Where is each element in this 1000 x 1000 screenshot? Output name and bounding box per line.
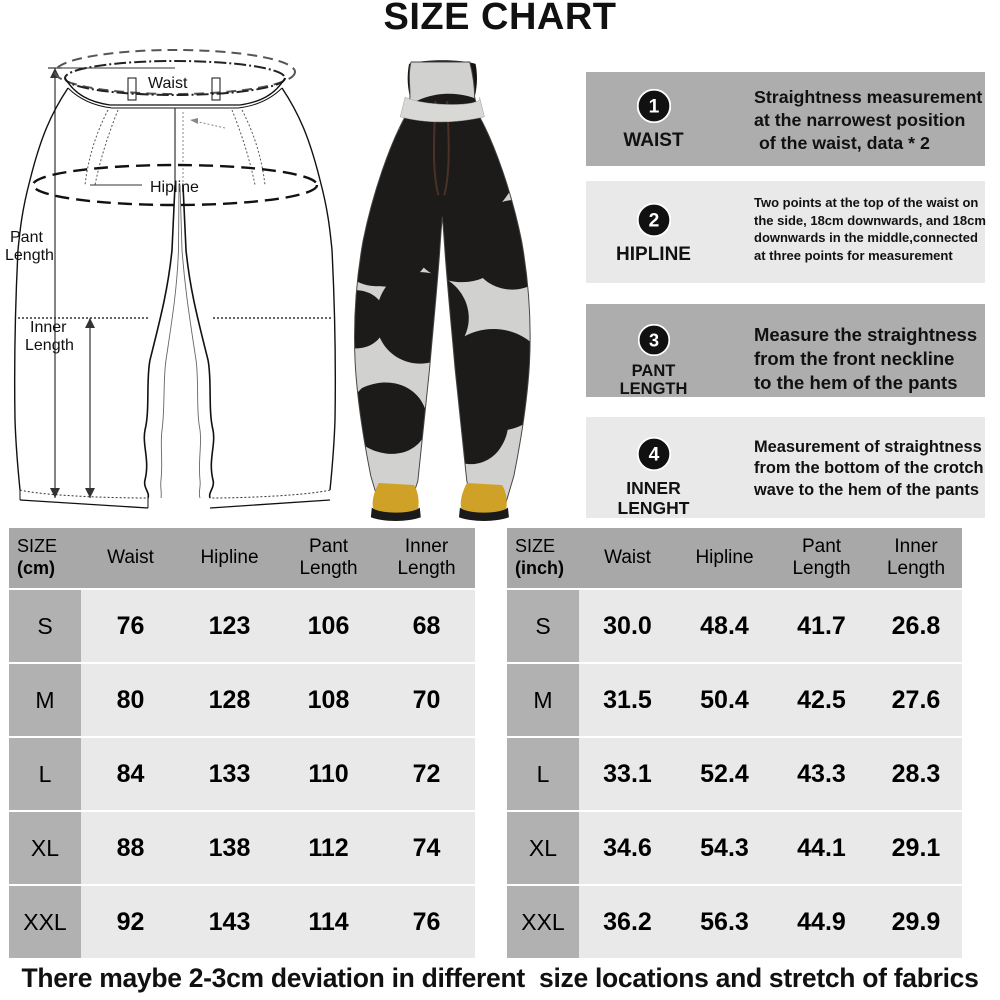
svg-text:Pant: Pant [10, 229, 43, 246]
svg-text:Inner: Inner [30, 319, 67, 336]
svg-text:Length: Length [25, 337, 74, 354]
svg-text:1: 1 [648, 97, 659, 118]
svg-text:2: 2 [648, 211, 659, 232]
svg-text:4: 4 [648, 445, 659, 466]
svg-text:Length: Length [5, 247, 54, 264]
svg-text:Waist: Waist [148, 75, 188, 92]
svg-text:3: 3 [648, 330, 658, 350]
